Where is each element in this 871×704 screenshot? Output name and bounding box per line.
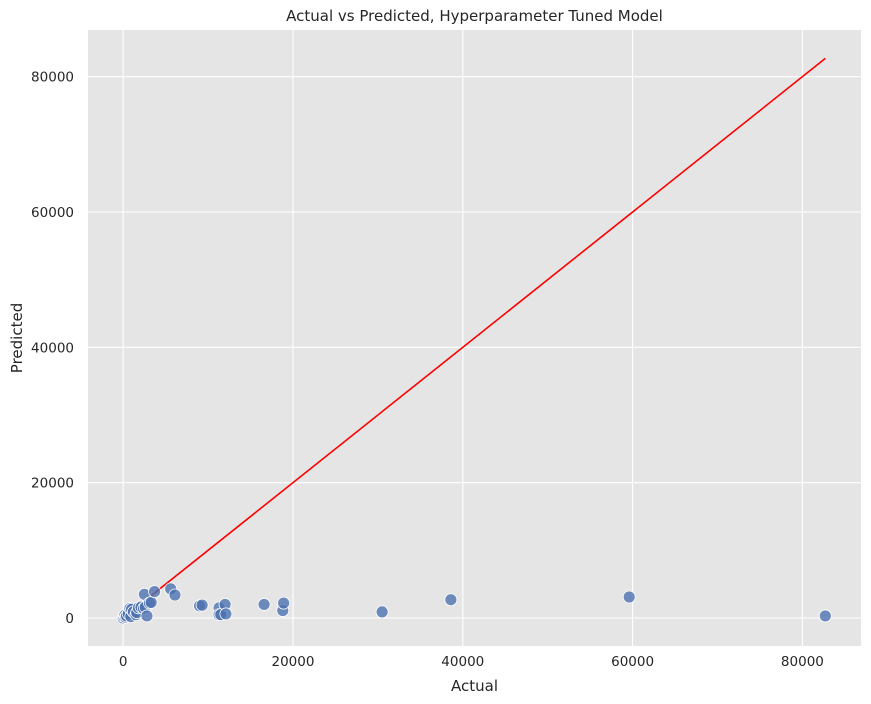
data-point — [168, 588, 182, 602]
x-tick-label: 0 — [119, 654, 128, 670]
data-point — [219, 607, 233, 621]
chart-title: Actual vs Predicted, Hyperparameter Tune… — [286, 7, 663, 25]
x-tick-label: 80000 — [781, 654, 824, 670]
y-tick-label: 40000 — [31, 340, 74, 356]
data-point — [257, 598, 271, 611]
data-point — [444, 593, 458, 607]
reference-line — [122, 57, 826, 619]
y-tick-label: 20000 — [31, 476, 74, 492]
x-tick-label: 60000 — [611, 654, 654, 670]
data-point — [277, 596, 291, 610]
data-point — [144, 596, 158, 609]
data-point — [818, 609, 832, 623]
x-tick-label: 20000 — [271, 654, 314, 670]
x-tick-label: 40000 — [441, 654, 484, 670]
reference-line-layer — [122, 57, 826, 619]
data-points — [116, 582, 832, 625]
tick-labels: 0 20000 40000 60000 80000 0 20000 40000 60000 800… — [31, 70, 824, 670]
x-axis-label: Actual — [451, 677, 498, 695]
grid-lines — [88, 30, 861, 646]
y-tick-label: 60000 — [31, 205, 74, 221]
data-point — [375, 605, 389, 619]
y-axis-label: Predicted — [8, 303, 26, 373]
y-tick-label: 80000 — [31, 70, 74, 86]
data-point — [148, 585, 161, 598]
y-tick-label: 0 — [65, 611, 74, 627]
data-point — [195, 598, 209, 612]
data-point — [622, 590, 636, 604]
data-point — [140, 609, 154, 623]
